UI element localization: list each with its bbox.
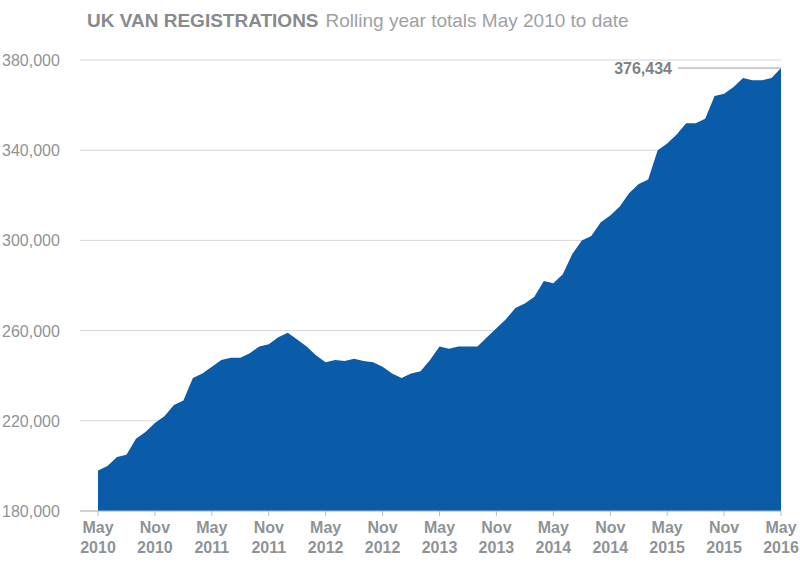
x-tick-label-part: 2012 — [365, 539, 401, 556]
x-tick-label: May 2010 — [80, 519, 116, 556]
x-tick-label-part: May — [538, 519, 569, 536]
title-line: UK VAN REGISTRATIONS Rolling year totals … — [87, 10, 629, 31]
x-tick — [154, 511, 155, 516]
y-tick-label: 180,000 — [2, 503, 60, 520]
x-tick-label: May 2016 — [763, 519, 799, 556]
x-tick-label-part: 2013 — [479, 539, 515, 556]
x-tick — [553, 511, 554, 516]
x-tick — [496, 511, 497, 516]
x-tick — [667, 511, 668, 516]
x-tick-label-part: 2015 — [706, 539, 742, 556]
x-tick-label-part: Nov — [595, 519, 625, 536]
area — [98, 68, 781, 511]
x-tick-label: Nov 2014 — [592, 519, 628, 556]
x-tick — [98, 511, 99, 516]
x-tick — [382, 511, 383, 516]
x-tick-label-part: May — [196, 519, 227, 536]
x-tick-label-part: 2015 — [649, 539, 685, 556]
x-tick-label-part: May — [652, 519, 683, 536]
x-tick-label-part: 2011 — [194, 539, 229, 556]
x-tick-label-part: May — [424, 519, 455, 536]
x-tick-label: May 2012 — [308, 519, 344, 556]
x-tick — [325, 511, 326, 516]
y-tick-label: 260,000 — [2, 323, 60, 340]
x-tick-label-part: 2010 — [80, 539, 116, 556]
x-tick-label-part: 2014 — [536, 539, 572, 556]
x-tick-label-part: Nov — [709, 519, 739, 536]
x-tick-label: May 2015 — [649, 519, 685, 556]
x-tick-label: May 2014 — [536, 519, 572, 556]
x-axis — [80, 511, 781, 512]
x-tick-label: May 2011 — [194, 519, 229, 556]
x-tick-label-part: Nov — [254, 519, 284, 536]
grid-line — [80, 511, 781, 512]
subtitle: Rolling year totals May 2010 to date — [326, 10, 629, 31]
plot-area — [98, 68, 781, 511]
x-tick — [781, 511, 782, 516]
chart: UK VAN REGISTRATIONS Rolling year totals … — [0, 0, 800, 565]
x-tick — [724, 511, 725, 516]
y-tick-label: 380,000 — [2, 52, 60, 69]
annotation: 376,434 — [614, 60, 672, 77]
y-tick-label: 220,000 — [2, 413, 60, 430]
x-tick — [610, 511, 611, 516]
x-tick-label: Nov 2011 — [251, 519, 286, 556]
x-tick-label-part: Nov — [481, 519, 511, 536]
x-tick-label-part: May — [765, 519, 796, 536]
x-tick-label-part: May — [82, 519, 113, 536]
x-tick-label-part: May — [310, 519, 341, 536]
x-tick-label-part: 2010 — [137, 539, 173, 556]
x-tick-label: Nov 2010 — [137, 519, 173, 556]
x-tick — [211, 511, 212, 516]
x-tick-label-part: Nov — [367, 519, 397, 536]
x-tick-label: Nov 2012 — [365, 519, 401, 556]
x-tick — [268, 511, 269, 516]
x-tick-label: Nov 2015 — [706, 519, 742, 556]
x-tick-label-part: Nov — [140, 519, 170, 536]
title: UK VAN REGISTRATIONS — [87, 10, 319, 31]
x-tick-label-part: 2014 — [592, 539, 628, 556]
x-tick — [439, 511, 440, 516]
annotation-line — [678, 68, 781, 69]
x-tick-label-part: 2012 — [308, 539, 344, 556]
x-tick-label: Nov 2013 — [479, 519, 515, 556]
x-tick-label-part: 2011 — [251, 539, 286, 556]
x-tick-label: May 2013 — [422, 519, 458, 556]
y-tick-label: 300,000 — [2, 232, 60, 249]
grid-line — [80, 60, 781, 61]
y-tick-label: 340,000 — [2, 142, 60, 159]
x-tick-label-part: 2013 — [422, 539, 458, 556]
x-tick-label-part: 2016 — [763, 539, 799, 556]
